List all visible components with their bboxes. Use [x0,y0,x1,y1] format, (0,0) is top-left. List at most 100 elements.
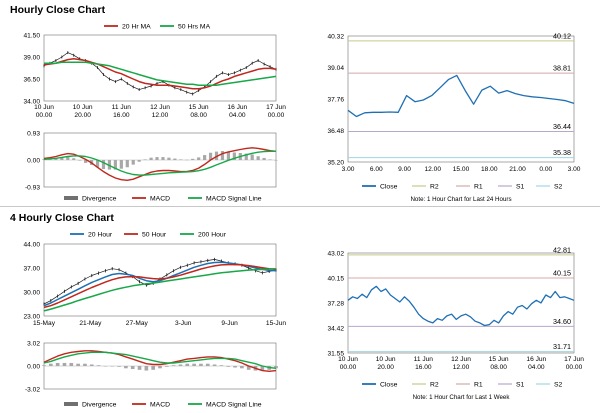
four_hourly_price-x-tick: 21-May [79,320,102,327]
four_hourly_close-x-tick: 16 Jun 04.00 [526,356,546,371]
four_hourly_macd-divergence-bar [199,363,203,366]
hourly_price-y-tick: 36.50 [23,76,40,83]
hourly_macd-y-tick: -0.93 [25,184,40,191]
four_hourly_macd-y-tick: 3.02 [27,340,40,347]
four_hourly_macd-divergence-bar [130,366,135,370]
hourly_close-legend-r1-label: R1 [474,183,483,190]
four_hourly_macd-divergence-bar [137,366,142,370]
hourly_macd-divergence-bar [226,151,231,160]
four_hourly_close-y-tick: 40.15 [327,275,344,282]
four_hourly_price-x-tick: 27-May [126,320,149,327]
hourly_macd-divergence-bar [137,160,141,162]
four_hourly_close-x-tick: 17 Jun 00.00 [564,356,584,371]
four_hourly_close-x-tick: 10 Jun 00.00 [338,356,358,371]
hourly_price-series-2 [44,61,277,86]
four_hourly_price-series-2 [43,263,277,309]
hourly_price-y-tick: 34.00 [23,98,40,105]
four_hourly_price-y-tick: 23.00 [23,313,40,320]
four_hourly_macd-divergence-bar [246,366,251,370]
four_hourly_macd-divergence-bar [260,366,265,371]
four_hourly_macd-divergence-bar [274,366,278,369]
four-hourly-section-title: 4 Hourly Close Chart [10,212,114,224]
four_hourly_close-x-tick: 12 Jun 12.00 [451,356,471,371]
four_hourly_macd-y-tick: 0.00 [27,363,40,370]
hourly_macd-divergence-bar [256,156,260,160]
hourly_price-x-tick: 11 Jun 16.00 [112,104,132,119]
hourly-section-title: Hourly Close Chart [10,4,106,16]
hourly_macd-divergence-bar [119,160,123,169]
hourly-close-chart: 40.32 39.04 37.76 36.48 35.20 40.12 38.81 36.44… [327,31,581,203]
four_hourly_close-level-label-s2: 31.71 [553,342,571,351]
hourly_price-series-1 [43,58,277,90]
four_hourly_price-series-1 [43,261,277,307]
four_hourly_price-x-tick: 3-Jun [175,320,192,327]
four_hourly_close-legend-r2-label: R2 [430,381,439,388]
four_hourly_macd-divergence-bar [219,365,224,366]
hourly_macd-macd-line [43,147,277,181]
hourly_macd-divergence-bar [268,159,272,160]
hourly_close-legend-close-label: Close [380,183,398,190]
four_hourly_price-x-tick: 15-Jun [266,320,286,327]
hourly_close-x-tick: 9.00 [398,166,411,173]
four_hourly_macd-legend-signal-label: MACD Signal Line [206,401,262,408]
four_hourly_close-legend-s2-label: S2 [554,381,563,388]
four-hourly-close-chart: 43.02 40.15 37.28 34.42 31.55 42.81 40.15 34.60… [327,245,584,401]
section-divider [0,206,600,207]
hourly_close-x-tick: 3.00 [568,166,581,173]
hourly_macd-divergence-bar [78,160,82,161]
four_hourly_close-level-label-r1: 40.15 [553,269,571,278]
hourly_close-level-label-r2: 40.12 [553,31,571,40]
hourly_macd-divergence-bar [191,158,195,160]
four_hourly_price-series-3 [43,267,277,312]
hourly_price-legend-1-label: 50 Hrs MA [178,23,211,30]
four_hourly_close-x-tick: 10 Jun 20.00 [376,356,396,371]
hourly-price-chart: 41.50 39.00 36.50 34.00 20 Hr MA 50 Hrs MA 10 … [23,23,286,119]
four_hourly_price-y-tick: 30.00 [23,289,40,296]
hourly_macd-divergence-bar [197,157,201,160]
four_hourly_macd-divergence-bar [165,366,169,367]
four_hourly_macd-divergence-bar [42,365,46,366]
hourly_macd-divergence-bar [220,151,225,160]
hourly_macd-divergence-bar [179,159,183,160]
four-hourly-macd-chart: 3.02 0.00 -3.02 Divergence MACD MACD Signal L… [25,340,278,408]
four_hourly_macd-divergence-bar [185,363,190,366]
four_hourly_macd-divergence-bar [192,363,196,366]
hourly_macd-divergence-bar [143,159,147,160]
hourly_macd-signal-line [43,150,276,176]
four_hourly_price-x-tick: 15-May [33,320,56,327]
hourly_macd-divergence-bar [161,157,165,160]
hourly_close-x-tick: 3.00 [342,166,355,173]
hourly_close-x-tick: 15.00 [453,166,470,173]
four_hourly_macd-divergence-bar [240,366,244,369]
hourly_macd-divergence-bar [125,160,129,168]
hourly_close-legend-s1-label: S1 [516,183,525,190]
hourly_price-y-tick: 39.00 [23,54,40,61]
hourly_close-x-tick: 12.00 [424,166,441,173]
hourly_macd-divergence-bar [113,160,117,170]
four_hourly_macd-divergence-bar [96,365,101,366]
hourly_macd-divergence-bar [232,152,236,160]
four_hourly_macd-divergence-bar [226,366,231,367]
hourly_macd-divergence-bar [149,157,153,160]
hourly_price-x-tick: 16 Jun 04.00 [227,104,247,119]
hourly_macd-legend-macd-label: MACD [150,195,170,202]
four_hourly_macd-divergence-bar [171,365,176,366]
four_hourly_macd-divergence-bar [124,366,128,369]
hourly_macd-divergence-bar [250,154,254,160]
hourly_close-y-tick: 40.32 [327,33,344,40]
four_hourly_macd-macd-line [43,350,277,372]
hourly_macd-divergence-bar [54,158,58,160]
plot-frame [347,252,575,354]
hourly_close-y-tick: 39.04 [327,65,344,72]
four_hourly_price-legend-1-label: 50 Hour [142,231,167,238]
hourly_macd-divergence-bar [173,158,177,160]
hourly_macd-divergence-bar [167,157,171,160]
plot-frame [43,34,277,102]
hourly_close-legend-r2-label: R2 [430,183,439,190]
hourly_macd-legend-divergence-swatch [64,196,78,200]
four_hourly_macd-divergence-bar [117,366,121,367]
four_hourly_price-legend-0-label: 20 Hour [88,231,113,238]
four_hourly_price-y-tick: 37.00 [23,265,40,272]
four_hourly_macd-divergence-bar [89,364,94,366]
four_hourly_close-legend-s1-label: S1 [516,381,525,388]
